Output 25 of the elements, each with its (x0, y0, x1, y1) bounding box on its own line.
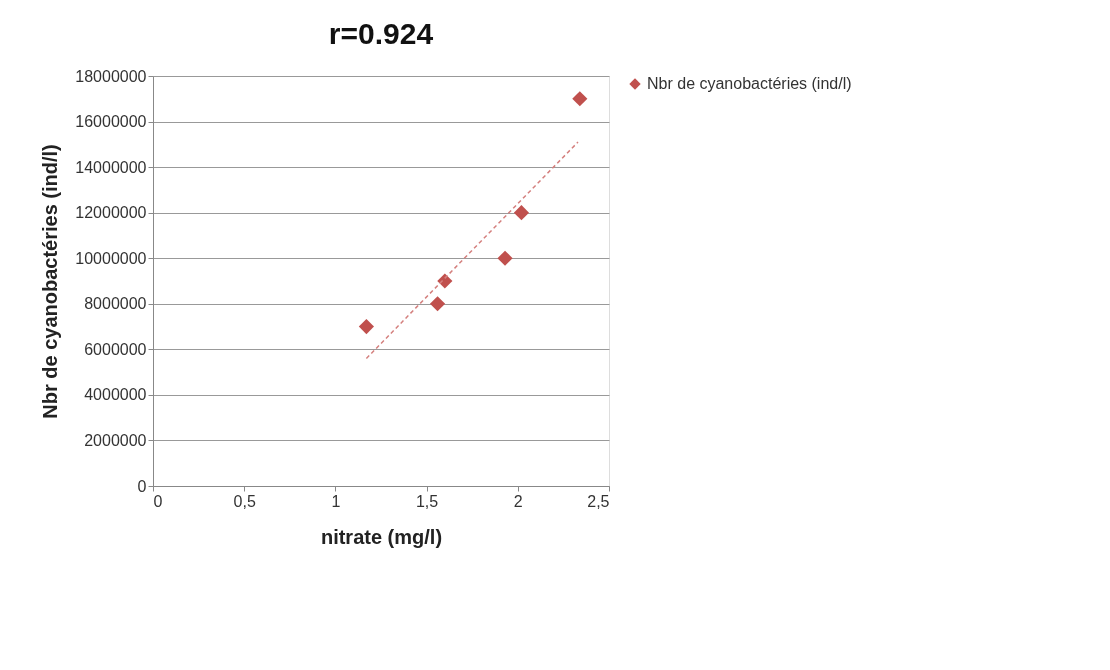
y-tick-label: 8000000 (84, 295, 147, 313)
y-tick-label: 14000000 (75, 158, 147, 176)
x-tick-label: 1,5 (415, 492, 439, 510)
y-tick-label: 4000000 (84, 386, 147, 404)
y-tick-label: 18000000 (75, 67, 147, 85)
x-tick-label: 1 (331, 492, 341, 510)
y-tick-label: 6000000 (84, 340, 147, 358)
point (429, 296, 446, 312)
y-tick-label: 2000000 (84, 431, 147, 449)
point (497, 250, 513, 266)
chart-title: r=0.924 (328, 17, 434, 50)
x-tick-label: 2 (513, 492, 523, 510)
point (572, 91, 588, 107)
y-tick-label: 16000000 (75, 113, 147, 131)
x-tick-label: 0 (153, 492, 163, 510)
y-tick-label: 10000000 (75, 249, 147, 267)
y-tick-label: 12000000 (75, 204, 147, 222)
point (358, 318, 374, 335)
x-tick-label: 2,5 (587, 492, 610, 510)
x-tick-label: 0,5 (233, 492, 256, 510)
y-axis-title: Nbr de cyanobactéries (ind/l) (39, 144, 62, 419)
y-tick-label: 0 (137, 477, 147, 495)
x-axis-title: nitrate (mg/l) (320, 525, 443, 548)
point (513, 205, 530, 221)
legend-label: Nbr de cyanobactéries (ind/l) (647, 75, 852, 92)
